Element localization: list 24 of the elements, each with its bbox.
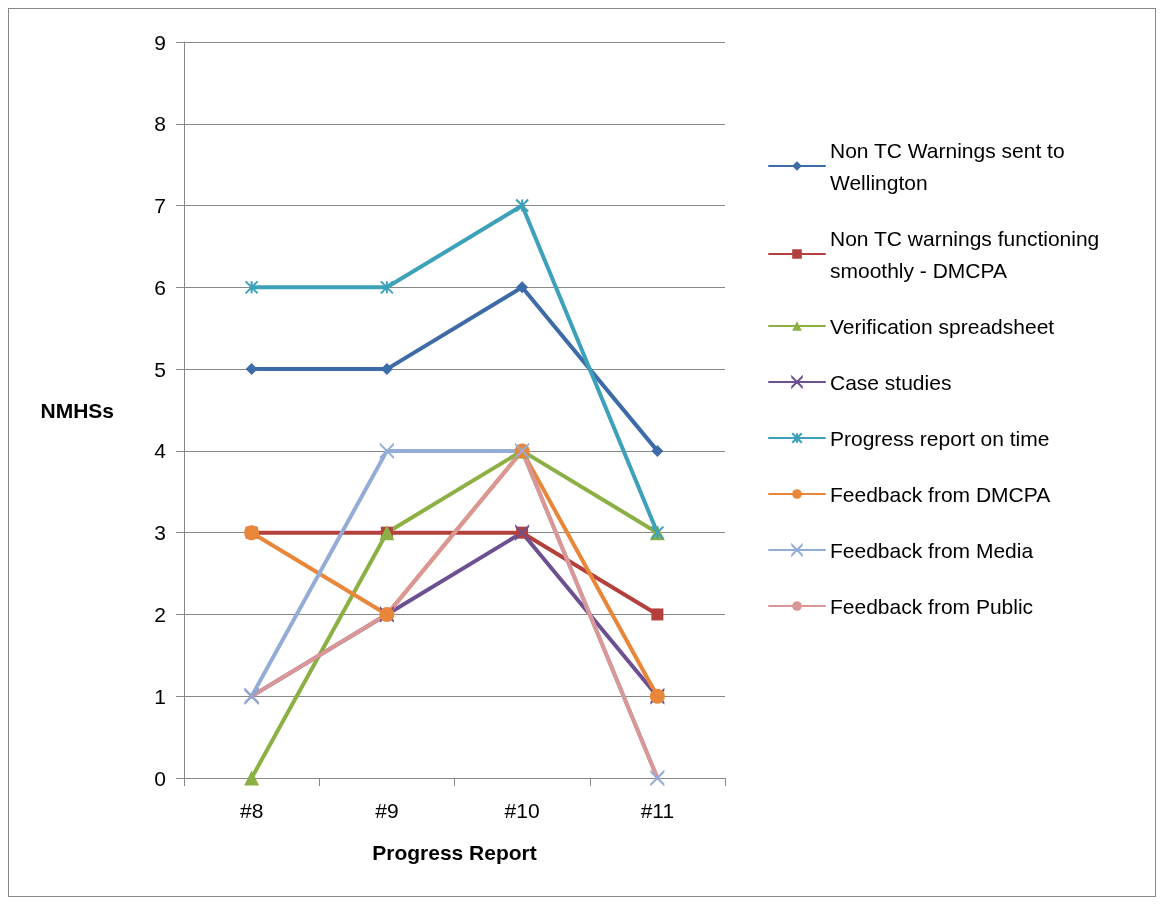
x-tick-label: #9: [375, 799, 399, 822]
legend-label: Non TC Warnings sent to Wellington: [830, 138, 1071, 194]
y-tick-label: 1: [154, 684, 166, 708]
y-tick-label: 0: [154, 766, 166, 790]
legend-label: Feedback from Media: [830, 538, 1034, 562]
x-tick-label: #8: [239, 799, 264, 822]
legend-label: Non TC warnings functioning smoothly - DMCPA: [830, 226, 1106, 282]
y-tick-label: 3: [154, 521, 166, 545]
legend-label: Progress report on time: [830, 426, 1050, 450]
x-tick-label: #10: [504, 799, 540, 822]
legend-label: Feedback from Public: [830, 594, 1034, 618]
legend-label: Verification spreadsheet: [830, 314, 1055, 338]
y-tick-label: 4: [154, 439, 167, 463]
y-tick-label: 6: [154, 275, 166, 299]
y-tick-label: 9: [154, 30, 166, 54]
y-axis-title: NMHSs: [40, 398, 114, 422]
x-axis-title: Progress Report: [372, 841, 537, 864]
legend-label: Feedback from DMCPA: [830, 482, 1051, 506]
x-tick-label: #11: [640, 799, 675, 822]
y-tick-label: 5: [154, 357, 166, 381]
y-tick-label: 2: [154, 602, 166, 626]
y-tick-label: 8: [154, 112, 166, 136]
legend-label: Case studies: [830, 370, 952, 394]
y-tick-label: 7: [154, 194, 166, 218]
